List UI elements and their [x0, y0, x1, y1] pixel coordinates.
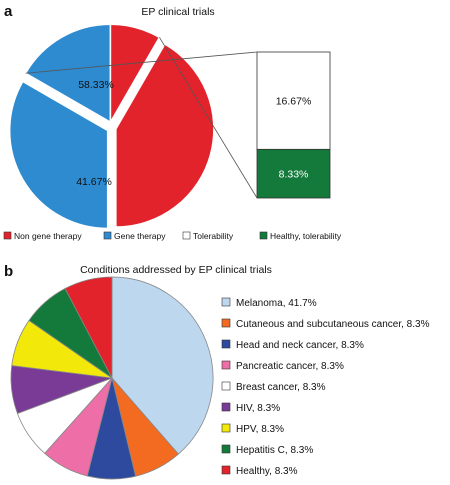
legend-label-pancreatic-cancer: Pancreatic cancer, 8.3% [236, 361, 344, 372]
bar-label-healthy-tolerability: 8.33% [279, 169, 309, 181]
legend-swatch-breast-cancer [221, 381, 231, 391]
slice-melanoma [111, 276, 214, 455]
slice-non-gene-therapy [115, 43, 215, 228]
panel-a: a EP clinical trials 58.33% 41.67% 16.67%… [3, 3, 342, 241]
legend-label-hpv: HPV, 8.3% [236, 424, 284, 435]
legend-label-non-gene-therapy: Non gene therapy [14, 231, 82, 241]
panel-b-title: Conditions addressed by EP clinical tria… [80, 264, 272, 276]
panel-b-pie [10, 276, 214, 480]
legend-label-hepatitis-c: Hepatitis C, 8.3% [236, 445, 313, 456]
legend-label-healthy-tolerability: Healthy, tolerability [270, 231, 342, 241]
legend-swatch-gene-therapy [103, 231, 112, 240]
panel-a-letter: a [4, 3, 13, 20]
panel-b: b Conditions addressed by EP clinical tr… [4, 263, 430, 480]
legend-swatch-hepatitis-c [221, 444, 231, 454]
legend-swatch-tolerability [182, 231, 191, 240]
panel-a-pie: 58.33% 41.67% [8, 23, 215, 230]
legend-label-melanoma: Melanoma, 41.7% [236, 298, 317, 309]
legend-swatch-healthy [221, 465, 231, 475]
bar-label-tolerability: 16.67% [276, 96, 312, 108]
legend-swatch-head-and-neck-cancer [221, 339, 231, 349]
legend-swatch-pancreatic-cancer [221, 360, 231, 370]
legend-label-head-and-neck-cancer: Head and neck cancer, 8.3% [236, 340, 364, 351]
panel-a-breakdown-bar: 16.67% 8.33% [25, 37, 331, 199]
legend-label-hiv: HIV, 8.3% [236, 403, 280, 414]
panel-b-letter: b [4, 263, 13, 280]
legend-swatch-melanoma [221, 297, 231, 307]
slice-label-non-gene-therapy: 41.67% [76, 176, 112, 188]
panel-a-title: EP clinical trials [141, 6, 214, 18]
bar-segment-healthy-tolerability [256, 148, 331, 199]
slice-gene-therapy [8, 80, 109, 230]
panel-a-legend: Non gene therapy Gene therapy Tolerability… [3, 231, 342, 241]
panel-b-legend: Melanoma, 41.7% Cutaneous and subcutaneou… [221, 297, 430, 477]
legend-label-breast-cancer: Breast cancer, 8.3% [236, 382, 326, 393]
legend-label-tolerability: Tolerability [193, 231, 234, 241]
legend-swatch-cutaneous-and-subcutaneous-cancer [221, 318, 231, 328]
slice-healthy [64, 276, 113, 379]
slice-label-gene-therapy: 58.33% [78, 79, 114, 91]
legend-swatch-hpv [221, 423, 231, 433]
legend-swatch-healthy-tolerability [259, 231, 268, 240]
bar-segment-tolerability [256, 51, 331, 150]
legend-label-healthy: Healthy, 8.3% [236, 466, 298, 477]
legend-swatch-non-gene-therapy [3, 231, 12, 240]
connector-line-top [25, 51, 258, 74]
slice-healthy-tolerability [109, 23, 161, 126]
connector-line-bottom [159, 37, 258, 199]
slice-tolerability [24, 23, 112, 124]
legend-label-gene-therapy: Gene therapy [114, 231, 166, 241]
legend-swatch-hiv [221, 402, 231, 412]
legend-label-cutaneous-and-subcutaneous-cancer: Cutaneous and subcutaneous cancer, 8.3% [236, 319, 430, 330]
